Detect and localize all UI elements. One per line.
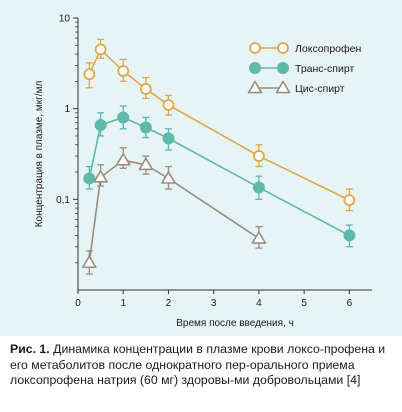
legend-label: Локсопрофен: [295, 43, 361, 55]
chart-legend: Локсопрофен Транс-спирт Цис-спирт: [247, 42, 361, 95]
caption-label: Рис. 1.: [10, 342, 50, 356]
legend-label: Транс-спирт: [295, 63, 354, 75]
data-point: [252, 181, 265, 194]
data-point: [139, 83, 152, 95]
data-point: [94, 43, 107, 56]
series-line: [88, 159, 260, 263]
x-axis-title: Время после введения, ч: [176, 318, 294, 329]
data-point: [253, 150, 265, 162]
chart-panel: 0 1 2 3 4 5 6 0,1 1 10 Время после введения, ч Конц…: [0, 0, 402, 336]
data-point: [83, 172, 96, 185]
chart-axes: 0 1 2 3 4 5 6 0,1 1 10 Время после введения, ч Конц…: [34, 14, 372, 329]
x-tick-label: 0: [75, 298, 81, 309]
chart-series: [82, 38, 356, 275]
data-point: [115, 152, 131, 166]
legend-marker: [249, 62, 261, 74]
legend-marker: [247, 80, 263, 94]
data-point: [117, 65, 130, 77]
y-tick-label: 1: [64, 104, 70, 115]
y-tick-label: 0,1: [56, 195, 70, 206]
caption-text: Динамика концентрации в плазме крови лок…: [10, 342, 386, 387]
legend-marker: [277, 42, 289, 54]
legend-marker: [249, 42, 261, 54]
data-point: [139, 121, 152, 134]
legend-marker: [275, 80, 291, 94]
data-point: [343, 229, 356, 242]
series-3: [82, 147, 267, 275]
data-point: [82, 255, 97, 269]
series-1: [83, 38, 356, 212]
x-tick-label: 1: [120, 298, 126, 309]
x-tick-label: 5: [301, 298, 307, 309]
legend-item-3: Цис-спирт: [247, 80, 345, 95]
data-point: [83, 68, 96, 81]
legend-item-2: Транс-спирт: [249, 62, 354, 75]
y-axis-title: Концентрация в плазме, мкг/мл: [34, 81, 45, 228]
x-tick-label: 2: [166, 298, 172, 309]
x-tick-label: 4: [256, 298, 262, 309]
legend-marker: [277, 62, 289, 74]
series-2: [83, 105, 356, 248]
data-point: [138, 157, 154, 171]
data-point: [162, 99, 175, 111]
data-point: [251, 231, 267, 244]
data-point: [93, 169, 108, 183]
series-line: [88, 116, 350, 237]
legend-label: Цис-спирт: [295, 83, 345, 95]
data-point: [117, 111, 130, 124]
data-point: [161, 171, 176, 184]
data-point: [94, 119, 107, 132]
x-tick-label: 3: [211, 298, 217, 309]
legend-item-1: Локсопрофен: [249, 42, 361, 55]
figure-caption: Рис. 1. Динамика концентрации в плазме к…: [10, 342, 396, 389]
data-point: [162, 132, 175, 145]
data-point: [343, 194, 356, 207]
x-tick-label: 6: [347, 298, 353, 309]
concentration-chart: 0 1 2 3 4 5 6 0,1 1 10 Время после введения, ч Конц…: [34, 14, 372, 329]
y-tick-label: 10: [59, 14, 71, 25]
